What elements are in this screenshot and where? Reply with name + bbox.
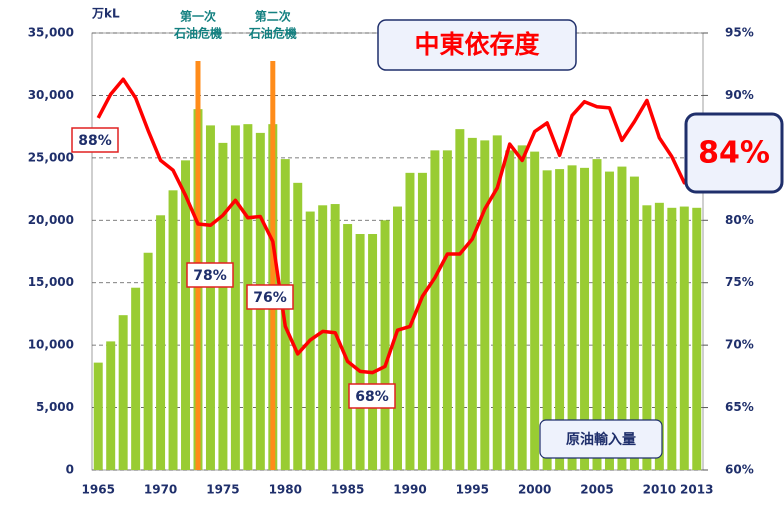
bar: [417, 172, 427, 470]
y2-tick-label: 75%: [725, 275, 754, 289]
y-unit: 万kL: [91, 7, 120, 21]
bar: [143, 252, 153, 470]
bar: [393, 206, 402, 470]
event-label: 石油危機: [173, 26, 222, 41]
bar: [654, 202, 664, 470]
bar: [604, 171, 614, 470]
bar: [455, 129, 465, 470]
bar: [118, 315, 128, 470]
y2-tick-label: 80%: [725, 213, 754, 227]
x-tick-label: 1970: [144, 483, 177, 497]
bar: [380, 220, 390, 470]
bar: [318, 205, 328, 470]
annotation-box: [348, 383, 396, 409]
bar: [293, 182, 303, 471]
x-tick-label: 2013: [680, 483, 713, 497]
bar: [629, 176, 639, 471]
bar: [642, 205, 652, 470]
annotation-box: [71, 127, 119, 153]
annotation-box: [684, 112, 784, 194]
event-label: 第二次: [255, 9, 291, 24]
y-tick-label: 25,000: [28, 150, 74, 164]
annotation-box: [246, 284, 294, 310]
bar: [567, 165, 577, 470]
bar: [517, 145, 527, 470]
x-tick-label: 2010: [643, 483, 676, 497]
y2-tick-label: 60%: [725, 463, 754, 477]
event-label: 石油危機: [248, 26, 297, 41]
annotation: 78%: [193, 268, 227, 284]
bar: [580, 167, 590, 471]
annotation: 88%: [78, 133, 112, 149]
annotation: 68%: [355, 389, 389, 405]
y-tick-label: 20,000: [28, 213, 74, 227]
chart-title: 中東依存度: [414, 30, 539, 59]
bar: [330, 204, 340, 470]
bar: [542, 170, 552, 471]
x-tick-label: 1995: [456, 483, 489, 497]
x-tick-label: 1975: [206, 483, 239, 497]
bar: [230, 125, 240, 470]
bar: [492, 135, 502, 470]
y-tick-label: 30,000: [28, 88, 74, 102]
y-tick-label: 0: [66, 463, 74, 477]
bar: [530, 151, 540, 470]
bar: [442, 150, 452, 470]
bar: [181, 160, 191, 470]
x-tick-label: 1965: [82, 483, 115, 497]
bar: [667, 207, 677, 471]
x-tick-label: 1990: [393, 483, 426, 497]
bar: [93, 362, 103, 470]
bar: [168, 190, 178, 470]
bar: [555, 169, 565, 470]
y2-tick-label: 70%: [725, 338, 754, 352]
bar: [617, 166, 627, 470]
legend-label: 原油輸入量: [566, 431, 636, 448]
bar: [218, 142, 228, 471]
title-box: [377, 19, 577, 71]
bar: [505, 150, 515, 470]
bar: [405, 172, 415, 470]
line: [96, 77, 698, 375]
y2-tick-label: 65%: [725, 400, 754, 414]
bar: [205, 125, 215, 470]
bar: [692, 207, 702, 471]
y-tick-label: 15,000: [28, 275, 74, 289]
bar: [131, 287, 141, 470]
annotation: 84%: [698, 136, 770, 171]
x-tick-label: 1980: [269, 483, 302, 497]
x-tick-label: 2005: [580, 483, 613, 497]
bar: [355, 234, 365, 470]
y-tick-label: 5,000: [36, 400, 74, 414]
annotation-box: [186, 262, 234, 288]
y-tick-label: 35,000: [28, 26, 74, 40]
bar: [679, 206, 689, 470]
y2-tick-label: 90%: [725, 88, 754, 102]
y2-tick-label: 95%: [725, 26, 754, 40]
bar: [430, 150, 440, 470]
annotation: 76%: [253, 290, 287, 306]
bar: [106, 341, 116, 470]
bar: [592, 159, 602, 470]
bar: [368, 234, 378, 470]
legend-box: [539, 419, 663, 459]
x-tick-label: 2000: [518, 483, 551, 497]
bar: [480, 140, 490, 470]
x-tick-label: 1985: [331, 483, 364, 497]
bar: [467, 137, 477, 470]
bar: [156, 215, 166, 470]
event-label: 第一次: [180, 9, 216, 24]
bar: [343, 224, 353, 470]
y-tick-label: 10,000: [28, 338, 74, 352]
